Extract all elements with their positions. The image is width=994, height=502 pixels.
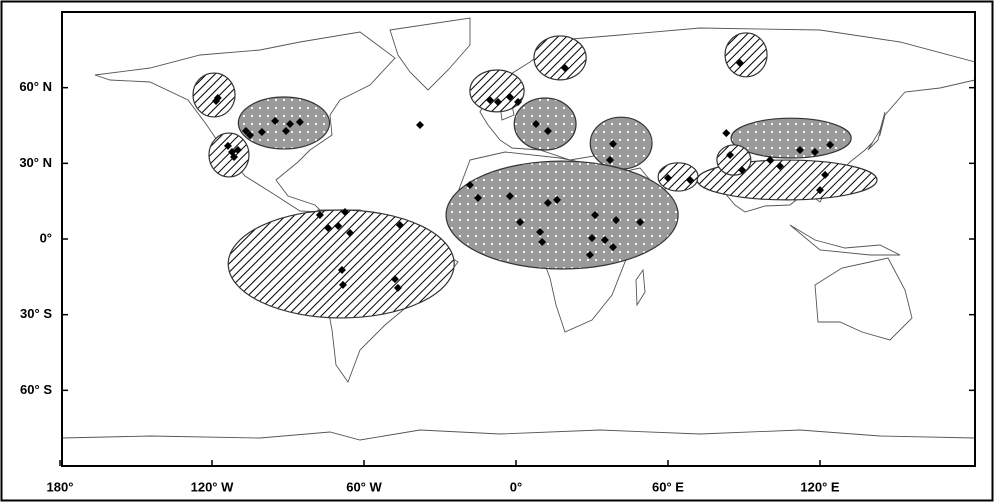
site-marker <box>337 266 346 275</box>
site-marker <box>609 139 618 148</box>
site-marker <box>816 186 824 195</box>
site-marker <box>390 275 399 284</box>
site-marker <box>295 117 304 126</box>
site-marker <box>465 181 474 190</box>
site-marker <box>636 218 645 227</box>
site-marker <box>514 98 523 107</box>
site-marker <box>223 141 232 150</box>
region <box>445 160 679 270</box>
site-marker <box>246 131 254 140</box>
site-marker <box>686 175 695 184</box>
madagascar <box>635 268 646 307</box>
site-marker <box>775 162 784 171</box>
region <box>589 116 653 170</box>
site-marker <box>560 63 569 72</box>
site-marker <box>324 223 333 232</box>
site-marker <box>271 116 280 125</box>
site-marker <box>821 170 830 179</box>
site-marker <box>257 128 266 137</box>
x-tick-label: 120° E <box>800 479 840 494</box>
australia <box>814 257 913 341</box>
japan <box>867 111 886 151</box>
site-marker <box>722 129 731 138</box>
site-marker <box>233 145 242 154</box>
site-marker <box>766 156 775 165</box>
site-marker <box>346 228 355 237</box>
site-marker <box>338 280 347 289</box>
site-marker <box>334 221 343 230</box>
site-marker <box>810 147 819 156</box>
site-marker <box>664 173 672 182</box>
x-tick-label: 60° W <box>346 479 382 494</box>
site-marker <box>315 211 324 220</box>
site-marker <box>474 193 482 202</box>
site-marker <box>543 198 552 207</box>
site-marker <box>605 156 614 165</box>
site-marker <box>241 127 250 136</box>
site-marker <box>735 58 744 67</box>
site-marker <box>609 243 618 252</box>
region <box>533 35 587 81</box>
site-marker <box>516 218 525 227</box>
site-marker <box>795 145 804 154</box>
x-tick-label: 0° <box>510 479 522 494</box>
region <box>730 117 852 159</box>
region <box>716 144 752 176</box>
site-marker <box>536 227 545 236</box>
greenland <box>389 17 471 91</box>
y-tick-label: 30° N <box>19 155 52 170</box>
site-marker <box>726 151 735 160</box>
region <box>657 162 699 192</box>
site-marker <box>600 236 609 245</box>
site-marker <box>485 96 494 105</box>
region <box>237 96 331 150</box>
site-marker <box>588 233 596 242</box>
site-marker <box>538 238 547 247</box>
site-marker <box>494 98 503 107</box>
site-marker <box>543 127 552 136</box>
site-marker <box>415 120 424 129</box>
site-marker <box>286 119 295 128</box>
x-tick-label: 60° E <box>652 479 684 494</box>
site-marker <box>341 208 349 217</box>
site-marker <box>213 94 222 103</box>
region <box>192 72 236 118</box>
indonesia <box>789 224 901 256</box>
site-marker <box>591 211 600 220</box>
y-tick-label: 0° <box>40 230 52 245</box>
region <box>208 132 250 178</box>
site-marker <box>505 192 514 201</box>
site-marker <box>553 195 562 204</box>
points <box>212 58 835 292</box>
site-marker <box>505 92 514 101</box>
site-marker <box>395 221 404 230</box>
region <box>469 69 525 113</box>
y-tick-label: 60° S <box>20 382 52 397</box>
site-marker <box>585 250 594 259</box>
y-tick-label: 60° N <box>19 79 52 94</box>
site-marker <box>737 165 746 174</box>
x-tick-label: 180° <box>47 479 74 494</box>
x-tick-label: 120° W <box>191 479 235 494</box>
region <box>724 32 768 78</box>
site-marker <box>393 283 402 292</box>
site-marker <box>281 127 290 136</box>
y-tick-label: 30° S <box>20 306 52 321</box>
antarctica <box>62 429 975 466</box>
site-marker <box>612 216 621 225</box>
site-marker <box>230 153 239 162</box>
region <box>513 97 577 151</box>
site-marker <box>532 119 541 128</box>
site-marker <box>826 140 835 149</box>
